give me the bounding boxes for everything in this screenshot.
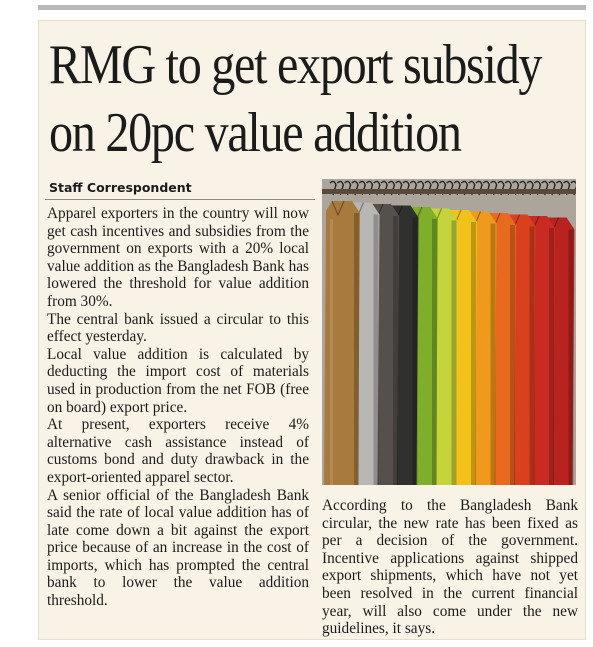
hanger-hook	[548, 180, 556, 196]
hanger-hook	[431, 180, 439, 196]
shirt-fold-shadow	[529, 226, 535, 485]
hanger-hook	[563, 180, 571, 196]
hanger-hook	[460, 180, 469, 196]
shirt-fold-shadow	[549, 228, 554, 485]
hanger-hook	[366, 180, 374, 196]
shirt-fold-shadow	[510, 225, 515, 485]
shirt-fold-shadow	[451, 220, 457, 485]
hanger-hook	[351, 180, 359, 196]
hanger-hook	[504, 180, 512, 196]
hanger-hook	[329, 180, 337, 196]
shirt-collar	[331, 200, 345, 217]
newspaper-clipping: RMG to get export subsidy on 20pc value …	[38, 20, 586, 640]
hanger-hook	[512, 180, 520, 196]
shirt-fold-shadow	[393, 216, 398, 485]
byline-divider	[45, 199, 315, 200]
byline: Staff Correspondent	[49, 180, 192, 195]
paragraph: At present, exporters receive 4% alterna…	[47, 416, 309, 486]
shirt-fold-shadow	[432, 219, 437, 485]
paragraph: A senior official of the Bangladesh Bank…	[47, 486, 309, 610]
hanger-hook	[344, 180, 352, 196]
hanger-hook	[395, 180, 403, 196]
shirt-fold-shadow	[373, 214, 379, 485]
hanger-hook	[424, 180, 432, 196]
hanger-hook	[446, 180, 454, 196]
shirt-fold-shadow	[412, 217, 418, 485]
hanger-hook	[490, 180, 498, 196]
article-column-left: Apparel exporters in the country will no…	[47, 205, 309, 610]
hanger-hook	[482, 180, 491, 196]
headline: RMG to get export subsidy on 20pc value …	[49, 31, 542, 167]
hanger-hook	[519, 180, 527, 196]
hanger-hook	[533, 180, 542, 196]
hanger-hook	[402, 180, 410, 196]
hanger-hook	[409, 180, 418, 196]
shirt-highlight	[330, 219, 333, 485]
paragraph: Local value addition is calculated by de…	[47, 345, 309, 416]
paragraph: The central bank issued a circular to th…	[47, 310, 309, 346]
hanger-hook	[526, 180, 534, 196]
headline-line-2: on 20pc value addition	[49, 102, 462, 164]
paragraph: According to the Bangladesh Bank circula…	[322, 497, 578, 638]
hanger-hook	[358, 180, 366, 196]
hanger-hook	[387, 180, 396, 196]
shirt-fold-shadow	[354, 213, 359, 485]
top-border-rule	[38, 5, 586, 10]
hanger-hook	[497, 180, 505, 196]
clothes-rack-illustration	[322, 179, 576, 485]
hanger-hook	[439, 180, 447, 196]
clothes-rack-photo	[322, 179, 576, 485]
hanger-hook	[570, 180, 576, 196]
paragraph: Apparel exporters in the country will no…	[47, 205, 309, 310]
hanger-hook	[453, 180, 461, 196]
clothes-rail	[322, 189, 576, 194]
shirt-fold-shadow	[568, 229, 574, 485]
article-column-right: According to the Bangladesh Bank circula…	[322, 497, 578, 638]
hanger-hook	[380, 180, 388, 196]
shirt	[324, 201, 360, 485]
hanger-hook	[417, 180, 425, 196]
hanger-hook	[475, 180, 483, 196]
hanger-hook	[541, 180, 549, 196]
hanger-hook	[373, 180, 381, 196]
shirt-fold-shadow	[490, 223, 496, 485]
hanger-hook	[468, 180, 476, 196]
headline-line-1: RMG to get export subsidy	[49, 34, 542, 96]
shirt-fold-shadow	[471, 222, 476, 485]
hanger-hook	[336, 180, 345, 196]
hanger-hook	[555, 180, 564, 196]
